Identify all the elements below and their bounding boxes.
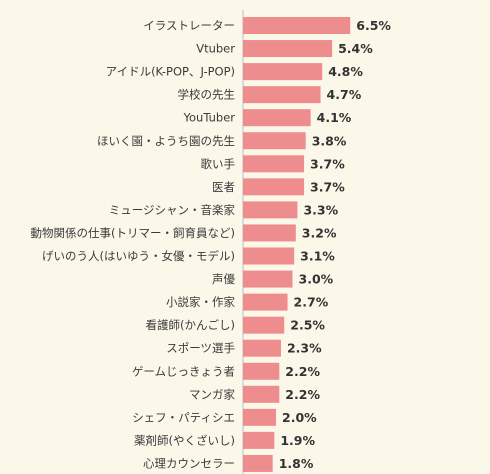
- category-label: スポーツ選手: [166, 341, 235, 355]
- bar: [243, 201, 298, 219]
- bar: [243, 270, 293, 288]
- value-label: 2.2%: [285, 364, 320, 379]
- category-label: 歌い手: [201, 157, 236, 171]
- bar: [243, 247, 295, 265]
- category-label: ゲームじっきょう者: [132, 364, 235, 378]
- category-label: イラストレーター: [143, 19, 235, 33]
- value-label: 4.7%: [327, 87, 362, 102]
- bar: [243, 293, 288, 311]
- value-label: 2.5%: [290, 318, 325, 333]
- bar: [243, 155, 305, 173]
- bar: [243, 454, 273, 472]
- value-label: 4.1%: [317, 110, 352, 125]
- value-label: 1.8%: [279, 456, 314, 471]
- bar: [243, 17, 351, 34]
- bar: [243, 316, 285, 334]
- category-label: シェフ・パティシエ: [132, 410, 235, 424]
- category-label: 小説家・作家: [166, 295, 235, 309]
- value-label: 3.2%: [302, 225, 337, 240]
- bar: [243, 339, 281, 357]
- bar: [243, 40, 333, 58]
- category-label: ミュージシャン・音楽家: [109, 203, 236, 217]
- bar: [243, 362, 280, 380]
- bar: [243, 109, 311, 127]
- value-label: 6.5%: [356, 18, 391, 33]
- bar: [243, 178, 305, 196]
- category-label: 動物関係の仕事(トリマー・飼育員など): [31, 226, 235, 240]
- value-label: 3.0%: [299, 272, 334, 287]
- bar: [243, 224, 296, 242]
- category-label: マンガ家: [189, 387, 235, 401]
- category-label: アイドル(K-POP、J-POP): [106, 65, 235, 79]
- value-label: 3.7%: [310, 179, 345, 194]
- category-label: 心理カウンセラー: [143, 456, 235, 470]
- value-label: 3.7%: [310, 156, 345, 171]
- value-label: 2.7%: [294, 295, 329, 310]
- bar: [243, 385, 280, 403]
- value-label: 3.3%: [303, 202, 338, 217]
- value-label: 5.4%: [338, 41, 373, 56]
- category-label: 声優: [212, 272, 235, 286]
- category-label: ほいく園・ようち園の先生: [97, 134, 235, 148]
- category-label: げいのう人(はいゆう・女優・モデル): [42, 249, 235, 263]
- value-label: 2.2%: [285, 387, 320, 402]
- category-label: Vtuber: [196, 42, 235, 56]
- category-label: 医者: [212, 180, 235, 194]
- category-label: 看護師(かんごし): [146, 318, 235, 332]
- bar: [243, 63, 323, 81]
- value-label: 2.0%: [282, 410, 317, 425]
- value-label: 1.9%: [280, 433, 315, 448]
- category-label: 薬剤師(やくざいし): [134, 433, 235, 447]
- value-label: 3.8%: [312, 133, 347, 148]
- category-label: YouTuber: [183, 111, 236, 125]
- bar: [243, 431, 275, 449]
- bar: [243, 86, 321, 104]
- bar: [243, 132, 306, 150]
- value-label: 3.1%: [300, 249, 335, 264]
- bar: [243, 408, 276, 426]
- category-label: 学校の先生: [178, 88, 236, 102]
- value-label: 2.3%: [287, 341, 322, 356]
- value-label: 4.8%: [328, 64, 363, 79]
